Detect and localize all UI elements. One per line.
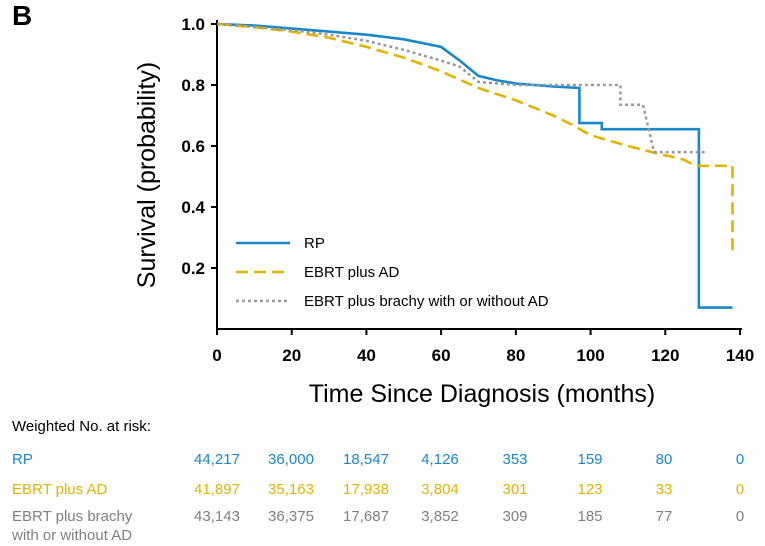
risk-cell: 77 bbox=[655, 508, 673, 525]
survival-chart: 0 20 40 60 80 100 120 140 0.2 0.4 0.6 0.8 1.0 RP EBRT… bbox=[133, 15, 754, 408]
risk-cell: 159 bbox=[577, 451, 603, 468]
risk-cell: 18,547 bbox=[343, 451, 389, 468]
x-tick-label: 0 bbox=[212, 346, 221, 365]
series-line-1 bbox=[216, 22, 734, 253]
x-tick-label: 80 bbox=[506, 346, 525, 365]
risk-cell: 17,687 bbox=[343, 508, 389, 525]
risk-cell: 36,000 bbox=[268, 451, 314, 468]
risk-cell: 80 bbox=[655, 451, 673, 468]
series-line-0 bbox=[216, 22, 733, 309]
risk-cell: 33 bbox=[655, 481, 673, 498]
risk-cell: 0 bbox=[735, 451, 745, 468]
legend-entry-2: EBRT plus brachy with or without AD bbox=[304, 293, 549, 310]
series-line-2 bbox=[216, 22, 707, 154]
legend-entry-0: RP bbox=[304, 235, 325, 252]
legend-entry-1: EBRT plus AD bbox=[304, 264, 399, 281]
x-tick-label: 40 bbox=[357, 346, 376, 365]
risk-row-label-ebrt-ad: EBRT plus AD bbox=[12, 481, 108, 498]
x-tick-label: 140 bbox=[726, 346, 754, 365]
risk-cell: 185 bbox=[577, 508, 603, 525]
risk-cell: 4,126 bbox=[421, 451, 459, 468]
risk-cell: 36,375 bbox=[268, 508, 314, 525]
risk-table-heading: Weighted No. at risk: bbox=[12, 418, 151, 435]
y-axis-label: Survival (probability) bbox=[133, 62, 161, 288]
risk-cell: 43,143 bbox=[194, 508, 240, 525]
y-tick-label: 0.2 bbox=[181, 259, 205, 278]
risk-cell: 3,804 bbox=[421, 481, 459, 498]
risk-cell: 123 bbox=[577, 481, 603, 498]
y-tick-label: 0.8 bbox=[181, 76, 205, 95]
x-tick-label: 120 bbox=[651, 346, 679, 365]
series-layer bbox=[216, 22, 734, 309]
axes: 0 20 40 60 80 100 120 140 0.2 0.4 0.6 0.8 1.0 bbox=[181, 15, 754, 365]
risk-cell: 41,897 bbox=[194, 481, 240, 498]
risk-row-label-brachy-line2: with or without AD bbox=[12, 527, 133, 544]
risk-cell: 3,852 bbox=[421, 508, 459, 525]
risk-cell: 301 bbox=[502, 481, 528, 498]
risk-cell: 35,163 bbox=[268, 481, 314, 498]
y-tick-label: 0.4 bbox=[181, 198, 205, 217]
risk-row-label-brachy-line1: EBRT plus brachy bbox=[12, 508, 133, 525]
risk-cell: 0 bbox=[735, 508, 745, 525]
risk-row-label-rp: RP bbox=[12, 451, 33, 468]
y-tick-label: 0.6 bbox=[181, 137, 205, 156]
x-tick-label: 20 bbox=[282, 346, 301, 365]
risk-cell: 44,217 bbox=[194, 451, 240, 468]
y-tick-label: 1.0 bbox=[181, 15, 205, 34]
legend: RP EBRT plus AD EBRT plus brachy with or w… bbox=[236, 235, 549, 310]
risk-cell: 309 bbox=[502, 508, 528, 525]
panel-label: B bbox=[12, 0, 33, 31]
x-axis-label: Time Since Diagnosis (months) bbox=[309, 380, 655, 408]
x-tick-label: 100 bbox=[576, 346, 604, 365]
x-tick-label: 60 bbox=[432, 346, 451, 365]
risk-cell: 0 bbox=[735, 481, 745, 498]
risk-cell: 17,938 bbox=[343, 481, 389, 498]
risk-cell: 353 bbox=[502, 451, 528, 468]
